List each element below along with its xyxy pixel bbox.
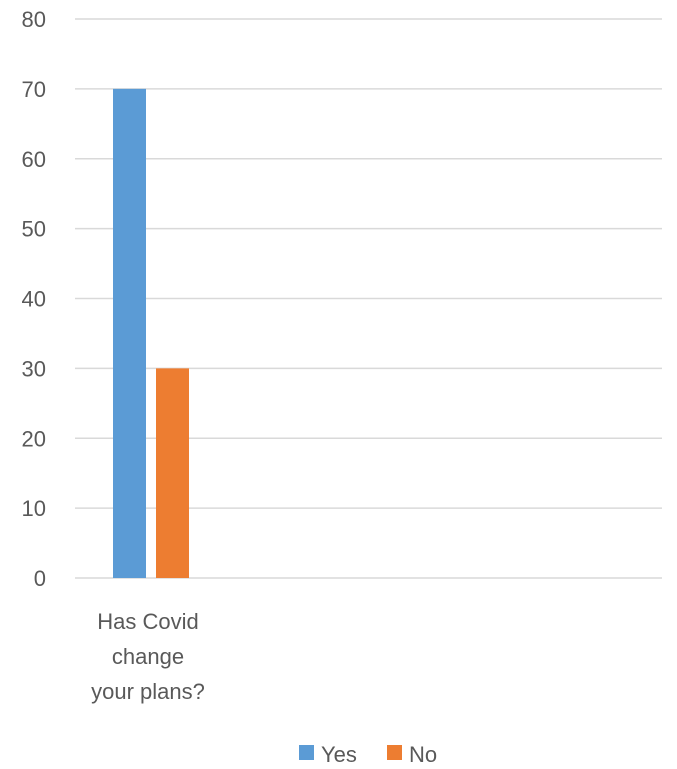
y-tick-label: 80: [22, 7, 46, 32]
x-category-label-line: Has Covid: [97, 609, 198, 634]
y-tick-label: 70: [22, 77, 46, 102]
legend-label-no: No: [409, 742, 437, 767]
y-tick-label: 40: [22, 287, 46, 312]
legend-label-yes: Yes: [321, 742, 357, 767]
bar-no: [156, 368, 189, 578]
y-tick-label: 0: [34, 566, 46, 591]
y-tick-label: 20: [22, 426, 46, 451]
bars: [113, 88, 189, 578]
x-axis-category-labels: Has Covid change your plans?: [91, 609, 205, 704]
y-axis-tick-labels: 0 10 20 30 40 50 60 70 80: [22, 7, 46, 591]
y-tick-label: 60: [22, 147, 46, 172]
y-tick-label: 50: [22, 217, 46, 242]
legend-swatch-no: [387, 745, 402, 760]
x-category-label-line: your plans?: [91, 679, 205, 704]
legend-swatch-yes: [299, 745, 314, 760]
y-tick-label: 10: [22, 496, 46, 521]
y-tick-label: 30: [22, 356, 46, 381]
x-category-label-line: change: [112, 644, 184, 669]
legend: Yes No: [299, 742, 437, 767]
bar-yes: [113, 88, 146, 578]
